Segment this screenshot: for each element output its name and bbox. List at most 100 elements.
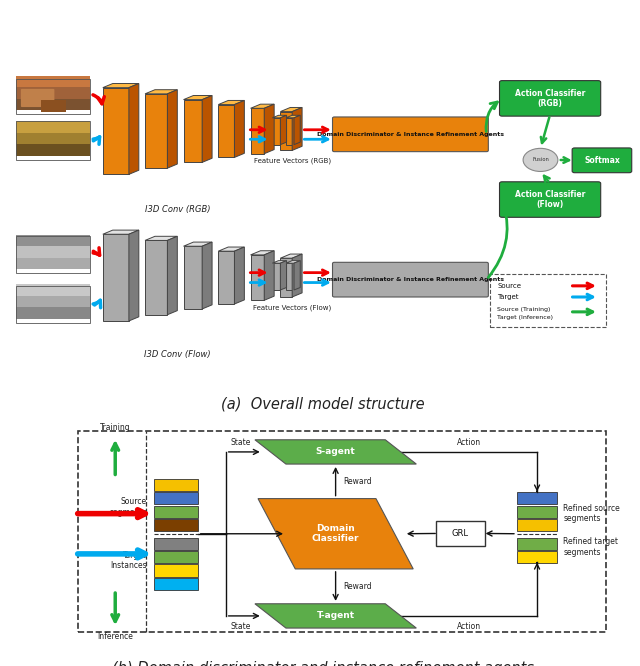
Polygon shape: [294, 260, 300, 290]
Text: Target
Instances: Target Instances: [110, 551, 147, 570]
Polygon shape: [184, 100, 202, 163]
Polygon shape: [103, 83, 139, 88]
Polygon shape: [145, 90, 177, 94]
Text: Source (Training): Source (Training): [497, 307, 550, 312]
FancyBboxPatch shape: [16, 121, 90, 133]
Text: State: State: [230, 621, 250, 631]
Text: (a)  Overall model structure: (a) Overall model structure: [221, 396, 425, 411]
Text: GRL: GRL: [452, 529, 469, 538]
FancyBboxPatch shape: [16, 133, 90, 145]
Text: Domain Discriminator & Instance Refinement Agents: Domain Discriminator & Instance Refineme…: [317, 277, 504, 282]
FancyBboxPatch shape: [16, 99, 90, 111]
Polygon shape: [264, 251, 274, 300]
Polygon shape: [280, 112, 292, 151]
Polygon shape: [184, 95, 212, 100]
Polygon shape: [251, 251, 274, 255]
FancyBboxPatch shape: [517, 505, 557, 517]
Polygon shape: [272, 263, 280, 290]
Polygon shape: [286, 118, 294, 145]
Text: I3D Conv (Flow): I3D Conv (Flow): [144, 350, 211, 359]
FancyBboxPatch shape: [572, 148, 632, 172]
Text: Action: Action: [457, 438, 481, 447]
FancyBboxPatch shape: [16, 76, 90, 87]
Text: (b) Domain discriminator and instance refinement agents: (b) Domain discriminator and instance re…: [112, 661, 534, 666]
FancyBboxPatch shape: [154, 492, 198, 504]
FancyBboxPatch shape: [154, 565, 198, 577]
FancyBboxPatch shape: [21, 89, 54, 107]
Text: T-agent: T-agent: [317, 611, 355, 621]
Text: Feature Vectors (Flow): Feature Vectors (Flow): [253, 304, 332, 311]
Polygon shape: [294, 115, 300, 145]
FancyBboxPatch shape: [154, 505, 198, 517]
Polygon shape: [218, 247, 244, 251]
Text: Action Classifier
(Flow): Action Classifier (Flow): [515, 190, 586, 209]
Polygon shape: [264, 104, 274, 154]
Text: Source
segments: Source segments: [109, 498, 147, 517]
FancyBboxPatch shape: [154, 519, 198, 531]
Polygon shape: [280, 254, 302, 258]
Text: Reward: Reward: [343, 582, 372, 591]
Text: Inference: Inference: [97, 632, 133, 641]
Polygon shape: [168, 236, 177, 315]
Polygon shape: [286, 263, 294, 290]
Polygon shape: [255, 440, 417, 464]
Text: Source: Source: [497, 283, 521, 289]
Polygon shape: [280, 260, 287, 290]
FancyBboxPatch shape: [16, 284, 90, 296]
Polygon shape: [272, 115, 287, 118]
FancyBboxPatch shape: [154, 479, 198, 491]
Text: Fusion: Fusion: [532, 157, 549, 163]
Polygon shape: [234, 247, 244, 304]
Polygon shape: [251, 104, 274, 109]
FancyBboxPatch shape: [517, 551, 557, 563]
Polygon shape: [272, 260, 287, 263]
FancyBboxPatch shape: [333, 262, 488, 297]
Polygon shape: [168, 90, 177, 168]
Polygon shape: [218, 105, 234, 157]
FancyBboxPatch shape: [154, 551, 198, 563]
Polygon shape: [280, 107, 302, 112]
Text: Action Classifier
(RGB): Action Classifier (RGB): [515, 89, 586, 108]
Polygon shape: [202, 242, 212, 309]
Polygon shape: [251, 255, 264, 300]
Polygon shape: [286, 115, 300, 118]
FancyBboxPatch shape: [154, 578, 198, 590]
Polygon shape: [251, 109, 264, 154]
FancyBboxPatch shape: [499, 182, 601, 217]
Text: Reward: Reward: [343, 477, 372, 486]
FancyBboxPatch shape: [154, 537, 198, 549]
FancyBboxPatch shape: [517, 492, 557, 504]
FancyBboxPatch shape: [517, 519, 557, 531]
Text: Refined target
segments: Refined target segments: [563, 537, 618, 557]
Circle shape: [523, 149, 558, 171]
Polygon shape: [202, 95, 212, 163]
FancyBboxPatch shape: [490, 274, 606, 327]
Polygon shape: [258, 499, 413, 569]
Polygon shape: [234, 101, 244, 157]
Polygon shape: [218, 251, 234, 304]
Text: Action: Action: [457, 621, 481, 631]
Polygon shape: [145, 240, 168, 315]
FancyBboxPatch shape: [517, 537, 557, 549]
FancyBboxPatch shape: [16, 234, 90, 246]
FancyBboxPatch shape: [333, 117, 488, 152]
Polygon shape: [145, 236, 177, 240]
Text: Refined source
segments: Refined source segments: [563, 504, 620, 523]
Polygon shape: [184, 242, 212, 246]
Polygon shape: [272, 118, 280, 145]
Polygon shape: [286, 260, 300, 263]
Polygon shape: [103, 88, 129, 174]
Polygon shape: [129, 83, 139, 174]
Text: Softmax: Softmax: [584, 156, 620, 165]
FancyBboxPatch shape: [16, 258, 90, 269]
Polygon shape: [292, 107, 302, 151]
Polygon shape: [218, 101, 244, 105]
Polygon shape: [103, 230, 139, 234]
Polygon shape: [145, 94, 168, 168]
FancyBboxPatch shape: [16, 145, 90, 156]
Polygon shape: [280, 115, 287, 145]
Text: Training: Training: [100, 423, 131, 432]
Text: S-agent: S-agent: [316, 448, 355, 456]
FancyBboxPatch shape: [41, 100, 65, 113]
Text: State: State: [230, 438, 250, 447]
